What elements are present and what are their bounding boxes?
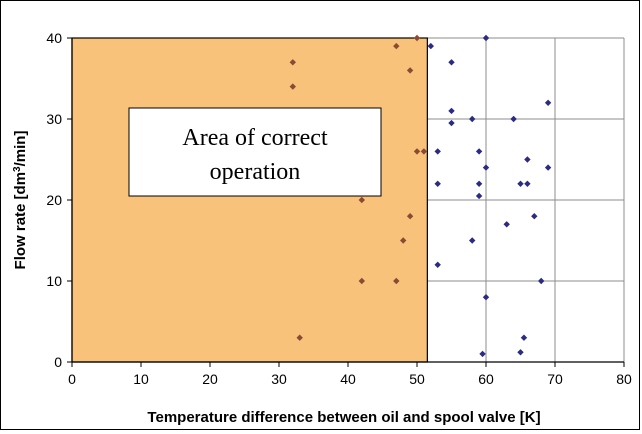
x-tick-label: 40 bbox=[340, 371, 356, 387]
x-tick-label: 10 bbox=[133, 371, 149, 387]
data-point bbox=[520, 334, 528, 341]
data-point bbox=[510, 115, 517, 123]
data-point bbox=[524, 156, 531, 163]
y-tick-label: 40 bbox=[46, 30, 62, 46]
data-point bbox=[448, 107, 455, 115]
correct-operation-region bbox=[71, 37, 428, 363]
data-point bbox=[479, 350, 486, 358]
data-point bbox=[517, 180, 524, 187]
data-point bbox=[413, 148, 421, 155]
data-point bbox=[469, 115, 476, 123]
y-axis-label-post: /min] bbox=[12, 131, 29, 167]
data-point bbox=[427, 42, 434, 50]
data-point bbox=[434, 180, 441, 187]
data-point bbox=[434, 148, 441, 155]
data-point bbox=[434, 261, 441, 268]
data-point bbox=[296, 334, 303, 341]
data-point bbox=[413, 34, 421, 42]
y-tick-label: 0 bbox=[54, 354, 62, 370]
y-tick-label: 10 bbox=[46, 273, 62, 289]
data-point bbox=[482, 294, 490, 301]
data-point bbox=[420, 148, 428, 155]
data-point bbox=[393, 42, 400, 50]
y-axis-label-pre: Flow rate [dm bbox=[12, 172, 29, 270]
axes bbox=[67, 37, 625, 367]
x-tick-label: 50 bbox=[409, 371, 425, 387]
x-tick-label: 80 bbox=[616, 371, 632, 387]
tick-labels: 0 10 20 30 40 50 60 70 80 0 10 20 30 40 bbox=[46, 30, 632, 387]
x-tick-label: 70 bbox=[547, 371, 563, 387]
data-point bbox=[538, 277, 545, 285]
data-point bbox=[469, 237, 476, 244]
x-tick-label: 60 bbox=[478, 371, 494, 387]
data-point bbox=[517, 349, 524, 356]
x-tick-label: 20 bbox=[202, 371, 218, 387]
data-point bbox=[393, 277, 400, 285]
data-point bbox=[503, 221, 510, 228]
data-point bbox=[482, 164, 490, 171]
x-axis-label: Temperature difference between oil and s… bbox=[147, 409, 540, 426]
data-point bbox=[482, 34, 490, 42]
data-point bbox=[475, 148, 483, 155]
y-tick-label: 30 bbox=[46, 111, 62, 127]
data-point bbox=[406, 67, 414, 74]
annotation-box bbox=[128, 107, 382, 197]
y-axis-label-superscript: 3 bbox=[12, 166, 23, 172]
annotation-line-2: operation bbox=[210, 159, 301, 185]
data-point bbox=[448, 59, 455, 66]
y-axis-label: Flow rate [dm3/min] bbox=[12, 131, 29, 270]
data-point bbox=[400, 237, 407, 244]
data-point bbox=[358, 196, 365, 204]
annotation-line-1: Area of correct bbox=[182, 125, 328, 151]
data-point bbox=[544, 164, 552, 171]
data-point bbox=[448, 119, 455, 127]
data-point bbox=[475, 180, 483, 187]
data-point bbox=[358, 277, 365, 285]
data-point bbox=[524, 180, 531, 187]
data-point bbox=[544, 99, 552, 106]
data-point bbox=[289, 83, 296, 90]
data-point bbox=[406, 213, 414, 220]
y-tick-label: 20 bbox=[46, 192, 62, 208]
data-point bbox=[531, 213, 538, 220]
data-points bbox=[289, 34, 552, 358]
data-point bbox=[289, 59, 296, 66]
data-point bbox=[475, 192, 483, 200]
x-tick-label: 30 bbox=[271, 371, 287, 387]
x-tick-label: 0 bbox=[68, 371, 76, 387]
